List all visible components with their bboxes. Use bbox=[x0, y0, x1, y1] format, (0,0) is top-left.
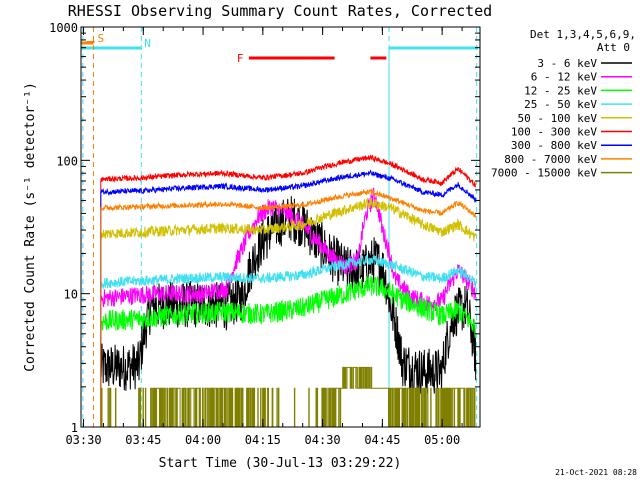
y-axis-label: Corrected Count Rate (s⁻¹ detector⁻¹) bbox=[23, 82, 38, 372]
x-tick-label-0: 03:30 bbox=[65, 433, 101, 447]
flag-label-f: F bbox=[237, 52, 244, 65]
footer-date: 21-Oct-2021 08:28 bbox=[555, 468, 637, 477]
svg-text:Corrected Count Rate (s⁻¹ dete: Corrected Count Rate (s⁻¹ detector⁻¹) bbox=[23, 82, 38, 372]
legend-header-line-1: Det 1,3,4,5,6,9, bbox=[530, 28, 636, 41]
y-tick-label-1: 10 bbox=[64, 288, 78, 302]
series-line-4 bbox=[100, 197, 477, 427]
flag-label-s: S bbox=[97, 32, 104, 45]
series-line-7 bbox=[100, 188, 476, 427]
series-line-8 bbox=[100, 366, 476, 427]
series-line-3 bbox=[100, 254, 477, 427]
chart-title: RHESSI Observing Summary Count Rates, Co… bbox=[68, 2, 492, 20]
y-tick-label-2: 100 bbox=[56, 154, 78, 168]
legend-label-2: 12 - 25 keV bbox=[524, 84, 597, 97]
legend-label-6: 300 - 800 keV bbox=[511, 139, 597, 152]
series-lines bbox=[100, 154, 477, 427]
y-axis: 1 10 100 1000 bbox=[49, 21, 480, 435]
x-axis: 03:30 03:45 04:00 04:15 04:30 04:45 05:00 bbox=[65, 27, 463, 447]
y-tick-label-0: 1 bbox=[71, 421, 78, 435]
legend-label-0: 3 - 6 keV bbox=[537, 57, 597, 70]
series-line-6 bbox=[100, 169, 477, 427]
y-tick-label-3: 1000 bbox=[49, 21, 78, 35]
legend-label-4: 50 - 100 keV bbox=[518, 112, 598, 125]
plot-frame bbox=[80, 26, 481, 428]
legend-header-line-2: Att 0 bbox=[597, 41, 630, 54]
legend-label-5: 100 - 300 keV bbox=[511, 126, 597, 139]
x-tick-label-5: 04:45 bbox=[364, 433, 400, 447]
x-tick-label-1: 03:45 bbox=[125, 433, 161, 447]
x-tick-label-6: 05:00 bbox=[424, 433, 460, 447]
series-line-5 bbox=[100, 154, 477, 427]
x-tick-label-3: 04:15 bbox=[245, 433, 281, 447]
x-tick-label-2: 04:00 bbox=[185, 433, 221, 447]
series-line-2 bbox=[100, 275, 477, 427]
legend-label-8: 7000 - 15000 keV bbox=[491, 167, 597, 180]
night-boundaries bbox=[82, 27, 478, 427]
status-flags: S N F bbox=[81, 32, 479, 65]
x-axis-label: Start Time (30-Jul-13 03:29:22) bbox=[159, 456, 402, 471]
x-tick-label-4: 04:30 bbox=[305, 433, 341, 447]
legend-label-7: 800 - 7000 keV bbox=[504, 153, 597, 166]
flag-label-n: N bbox=[144, 37, 151, 50]
legend-label-1: 6 - 12 keV bbox=[531, 71, 598, 84]
legend-label-3: 25 - 50 keV bbox=[524, 98, 597, 111]
